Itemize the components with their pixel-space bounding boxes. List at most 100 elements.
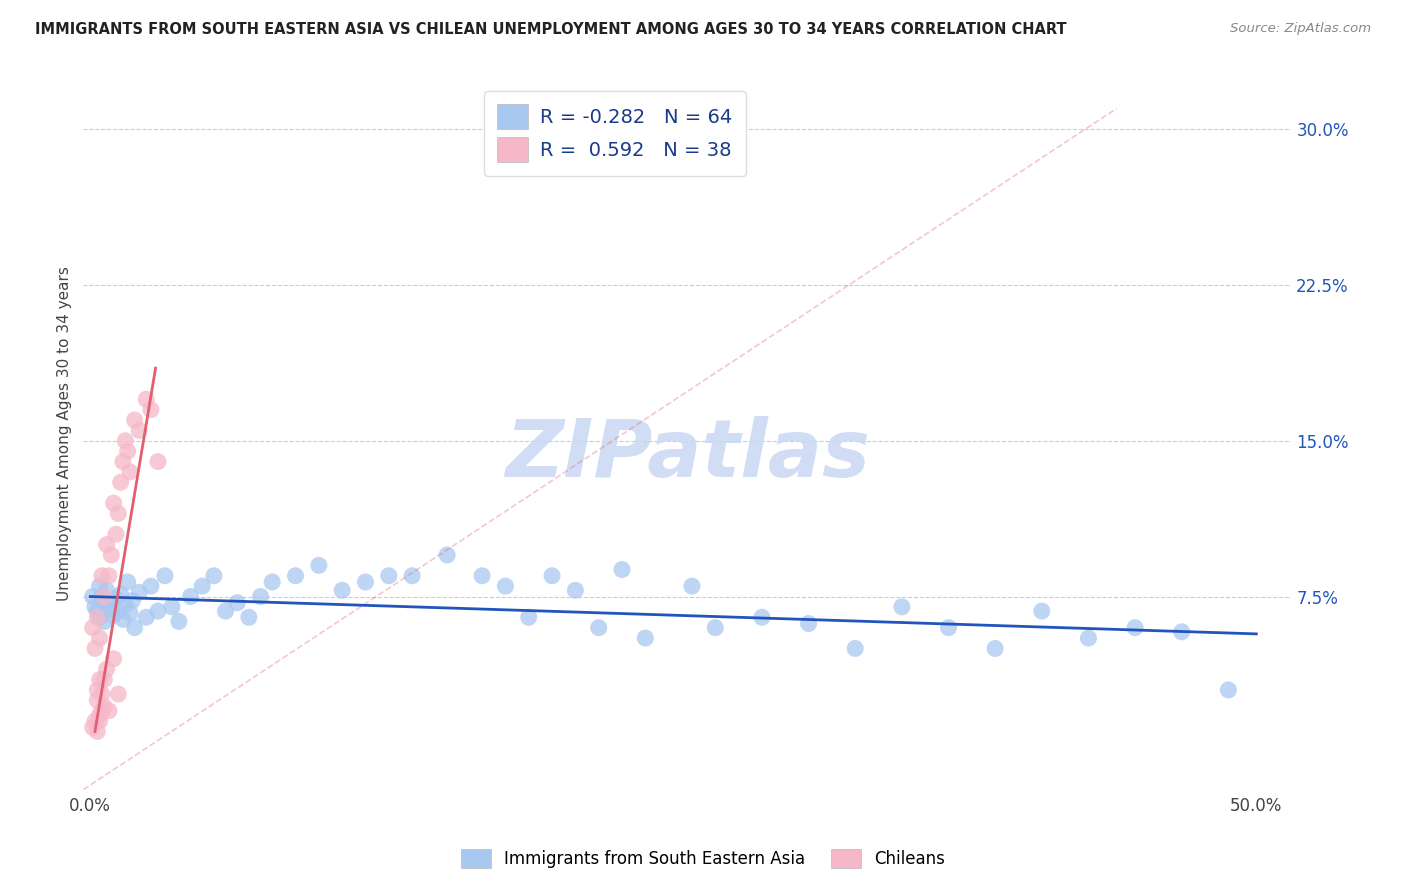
Point <box>704 621 727 635</box>
Point <box>517 610 540 624</box>
Point <box>610 562 633 576</box>
Point <box>681 579 703 593</box>
Point <box>89 579 111 593</box>
Point <box>284 568 307 582</box>
Point <box>191 579 214 593</box>
Point <box>93 599 115 614</box>
Point <box>86 604 108 618</box>
Point <box>96 583 118 598</box>
Point <box>588 621 610 635</box>
Point <box>1170 624 1192 639</box>
Point <box>84 714 107 728</box>
Point <box>1031 604 1053 618</box>
Point <box>471 568 494 582</box>
Point <box>104 591 127 606</box>
Point <box>91 568 114 582</box>
Point <box>118 465 141 479</box>
Point <box>114 434 136 448</box>
Point <box>107 687 129 701</box>
Point <box>107 604 129 618</box>
Point <box>494 579 516 593</box>
Point <box>110 475 132 490</box>
Point <box>139 402 162 417</box>
Point <box>82 720 104 734</box>
Point <box>110 587 132 601</box>
Point <box>91 704 114 718</box>
Point <box>378 568 401 582</box>
Point <box>93 699 115 714</box>
Point <box>86 610 108 624</box>
Point <box>541 568 564 582</box>
Point <box>117 574 139 589</box>
Point <box>97 704 120 718</box>
Point <box>103 608 125 623</box>
Point <box>330 583 353 598</box>
Point <box>121 593 143 607</box>
Point <box>111 612 134 626</box>
Point <box>890 599 912 614</box>
Point <box>107 507 129 521</box>
Point <box>401 568 423 582</box>
Point <box>89 707 111 722</box>
Point <box>86 682 108 697</box>
Point <box>1218 682 1240 697</box>
Point <box>984 641 1007 656</box>
Point <box>124 621 146 635</box>
Point <box>96 662 118 676</box>
Point <box>84 599 107 614</box>
Point <box>104 527 127 541</box>
Point <box>82 590 104 604</box>
Point <box>634 631 657 645</box>
Point <box>89 631 111 645</box>
Point <box>128 585 150 599</box>
Point <box>262 574 284 589</box>
Point <box>308 558 330 573</box>
Point <box>226 596 249 610</box>
Point <box>97 568 120 582</box>
Point <box>160 599 183 614</box>
Point <box>124 413 146 427</box>
Text: Source: ZipAtlas.com: Source: ZipAtlas.com <box>1230 22 1371 36</box>
Point <box>249 590 271 604</box>
Point <box>564 583 586 598</box>
Point <box>86 693 108 707</box>
Point <box>844 641 866 656</box>
Point <box>118 606 141 620</box>
Point <box>103 496 125 510</box>
Point <box>202 568 225 582</box>
Point <box>797 616 820 631</box>
Point <box>103 652 125 666</box>
Text: ZIPatlas: ZIPatlas <box>505 416 870 494</box>
Point <box>153 568 176 582</box>
Point <box>1123 621 1146 635</box>
Point <box>82 621 104 635</box>
Point <box>751 610 773 624</box>
Point <box>938 621 960 635</box>
Point <box>86 724 108 739</box>
Point <box>100 548 122 562</box>
Point <box>89 610 111 624</box>
Point <box>84 641 107 656</box>
Point <box>238 610 260 624</box>
Point <box>167 615 190 629</box>
Point <box>180 590 202 604</box>
Point <box>89 714 111 728</box>
Point <box>146 604 169 618</box>
Point <box>91 687 114 701</box>
Point <box>135 392 157 407</box>
Point <box>139 579 162 593</box>
Y-axis label: Unemployment Among Ages 30 to 34 years: Unemployment Among Ages 30 to 34 years <box>58 266 72 601</box>
Point <box>114 598 136 612</box>
Point <box>97 596 120 610</box>
Point <box>214 604 236 618</box>
Point <box>91 590 114 604</box>
Point <box>93 590 115 604</box>
Point <box>93 673 115 687</box>
Point <box>117 444 139 458</box>
Point <box>135 610 157 624</box>
Point <box>436 548 458 562</box>
Point <box>89 673 111 687</box>
Point <box>354 574 377 589</box>
Point <box>128 424 150 438</box>
Point <box>93 615 115 629</box>
